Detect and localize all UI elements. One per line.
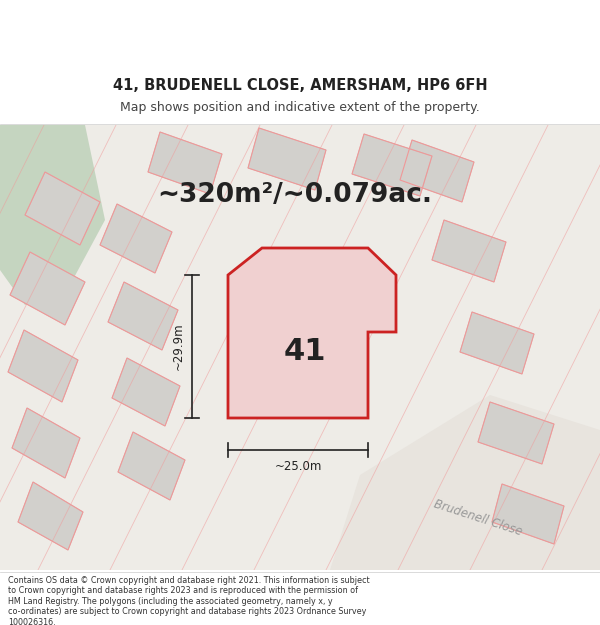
Polygon shape	[10, 252, 85, 325]
Polygon shape	[228, 248, 396, 418]
Text: Contains OS data © Crown copyright and database right 2021. This information is : Contains OS data © Crown copyright and d…	[8, 576, 370, 625]
Text: ~25.0m: ~25.0m	[274, 459, 322, 472]
Polygon shape	[492, 484, 564, 544]
Text: ~320m²/~0.079ac.: ~320m²/~0.079ac.	[157, 182, 433, 208]
Text: ~29.9m: ~29.9m	[172, 322, 185, 370]
Text: 41: 41	[284, 338, 326, 366]
Polygon shape	[8, 330, 78, 402]
Polygon shape	[248, 128, 326, 190]
Polygon shape	[148, 132, 222, 194]
Polygon shape	[12, 408, 80, 478]
Polygon shape	[330, 395, 600, 570]
Polygon shape	[352, 134, 432, 196]
Text: Brudenell Close: Brudenell Close	[432, 498, 524, 538]
Polygon shape	[108, 282, 178, 350]
Polygon shape	[400, 140, 474, 202]
Text: 41, BRUDENELL CLOSE, AMERSHAM, HP6 6FH: 41, BRUDENELL CLOSE, AMERSHAM, HP6 6FH	[113, 78, 487, 92]
Polygon shape	[112, 358, 180, 426]
Polygon shape	[432, 220, 506, 282]
Polygon shape	[18, 482, 83, 550]
Polygon shape	[478, 402, 554, 464]
Polygon shape	[100, 204, 172, 273]
Polygon shape	[118, 432, 185, 500]
Text: Map shows position and indicative extent of the property.: Map shows position and indicative extent…	[120, 101, 480, 114]
Polygon shape	[25, 172, 100, 245]
Polygon shape	[0, 125, 105, 305]
Polygon shape	[460, 312, 534, 374]
